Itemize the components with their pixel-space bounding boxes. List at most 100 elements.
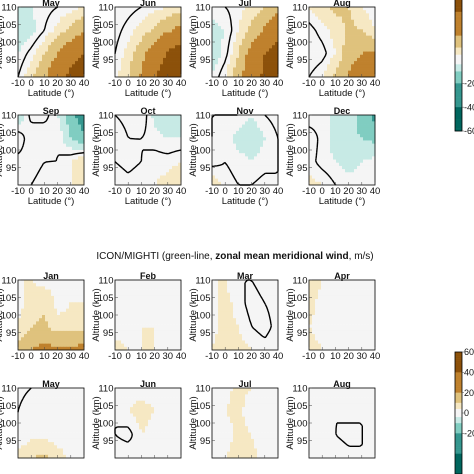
heatmap-cell (324, 146, 328, 151)
x-axis-label: Latitude (°) (222, 196, 269, 207)
heatmap-cell (63, 64, 67, 68)
heatmap-cell (272, 175, 276, 179)
heatmap-cell (36, 324, 40, 329)
heatmap-cell (245, 134, 249, 138)
heatmap-cell (36, 153, 40, 157)
heatmap-cell (369, 57, 373, 62)
heatmap-cell (330, 64, 334, 68)
heatmap-cell (118, 70, 122, 75)
heatmap-cell (212, 156, 216, 160)
heatmap-cell (324, 118, 328, 122)
heatmap-cell (251, 73, 255, 78)
heatmap-cell (339, 156, 343, 160)
heatmap-cell (324, 181, 328, 186)
heatmap-cell (81, 70, 85, 75)
heatmap-cell (36, 127, 40, 132)
heatmap-cell (36, 327, 40, 332)
heatmap-cell (315, 118, 319, 122)
heatmap-cell (24, 38, 28, 43)
heatmap-cell (354, 54, 358, 59)
heatmap-cell (51, 337, 55, 341)
heatmap-cell (151, 327, 155, 332)
heatmap-cell (251, 153, 255, 157)
heatmap-cell (118, 156, 122, 160)
heatmap-cell (166, 311, 170, 316)
heatmap-cell (78, 175, 82, 179)
heatmap-cell (78, 315, 82, 319)
heatmap-cell (54, 13, 58, 17)
heatmap-cell (24, 178, 28, 183)
x-tick-label: 40 (79, 186, 90, 197)
heatmap-cell (139, 57, 143, 62)
heatmap-cell (130, 64, 134, 68)
heatmap-cell (72, 26, 76, 30)
heatmap-cell (239, 153, 243, 157)
heatmap-cell (36, 130, 40, 135)
heatmap-cell (163, 153, 167, 157)
heatmap-cell (27, 156, 31, 160)
heatmap-cell (66, 70, 70, 75)
heatmap-cell (315, 42, 319, 46)
y-tick-label: 95 (6, 55, 17, 66)
heatmap-cell (163, 156, 167, 160)
heatmap-cell (118, 175, 122, 179)
heatmap-cell (130, 334, 134, 338)
heatmap-cell (27, 51, 31, 56)
heatmap-cell (263, 10, 267, 14)
heatmap-cell (360, 29, 364, 33)
heatmap-cell (48, 346, 52, 351)
heatmap-cell (81, 280, 85, 284)
heatmap-cell (339, 137, 343, 141)
heatmap-cell (248, 156, 252, 160)
heatmap-cell (45, 22, 49, 27)
heatmap-cell (151, 159, 155, 164)
heatmap-cell (251, 29, 255, 33)
heatmap-cell (145, 165, 149, 170)
heatmap-cell (151, 181, 155, 186)
heatmap-cell (309, 134, 313, 138)
heatmap-cell (239, 175, 243, 179)
heatmap-cell (30, 42, 34, 46)
heatmap-cell (39, 346, 43, 351)
heatmap-cell (139, 64, 143, 68)
heatmap-cell (324, 169, 328, 173)
heatmap-cell (39, 327, 43, 332)
heatmap-cell (148, 32, 152, 36)
heatmap-cell (24, 57, 28, 62)
heatmap-cell (72, 137, 76, 141)
heatmap-cell (369, 143, 373, 148)
heatmap-cell (263, 130, 267, 135)
heatmap-cell (160, 302, 164, 306)
heatmap-cell (266, 64, 270, 68)
heatmap-cell (57, 130, 61, 135)
heatmap-cell (145, 127, 149, 132)
heatmap-cell (118, 299, 122, 303)
heatmap-cell (30, 130, 34, 135)
heatmap-cell (72, 16, 76, 21)
heatmap-cell (242, 54, 246, 59)
heatmap-cell (18, 143, 22, 148)
heatmap-cell (36, 346, 40, 351)
heatmap-cell (172, 153, 176, 157)
heatmap-cell (66, 26, 70, 30)
heatmap-cell (118, 292, 122, 297)
heatmap-cell (145, 146, 149, 151)
x-tick-label: 10 (136, 78, 147, 89)
heatmap-cell (260, 51, 264, 56)
heatmap-cell (139, 70, 143, 75)
heatmap-cell (21, 118, 25, 122)
heatmap-cell (145, 7, 149, 11)
heatmap-cell (266, 32, 270, 36)
heatmap-cell (51, 280, 55, 284)
heatmap-cell (36, 305, 40, 309)
heatmap-cell (48, 73, 52, 78)
heatmap-cell (39, 311, 43, 316)
heatmap-cell (54, 19, 58, 24)
heatmap-cell (309, 67, 313, 71)
heatmap-cell (169, 156, 173, 160)
heatmap-cell (221, 42, 225, 46)
heatmap-cell (127, 124, 131, 129)
heatmap-cell (21, 13, 25, 17)
heatmap-cell (242, 70, 246, 75)
